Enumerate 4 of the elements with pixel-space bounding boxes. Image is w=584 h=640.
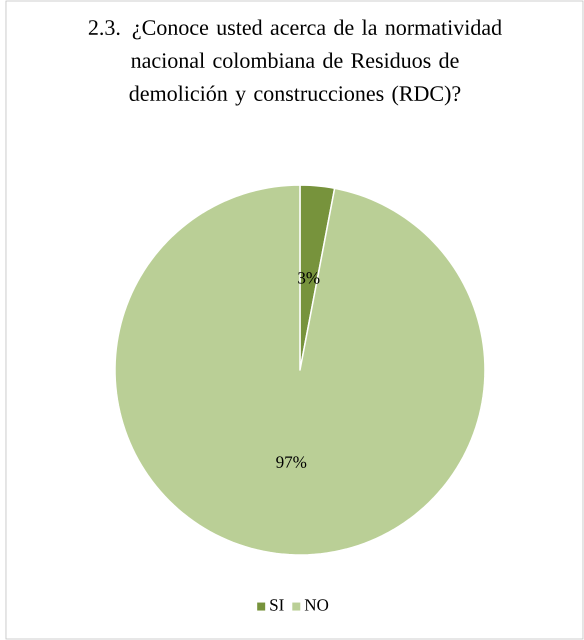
legend-label: SI	[270, 599, 284, 611]
chart-title: 2.3. ¿Conoce usted acerca de la normatividad nacional colombiana de Residuos de demolición y construcciones (RDC)?	[88, 20, 502, 106]
legend-label: NO	[304, 599, 328, 611]
data-label: 97%	[276, 456, 306, 468]
